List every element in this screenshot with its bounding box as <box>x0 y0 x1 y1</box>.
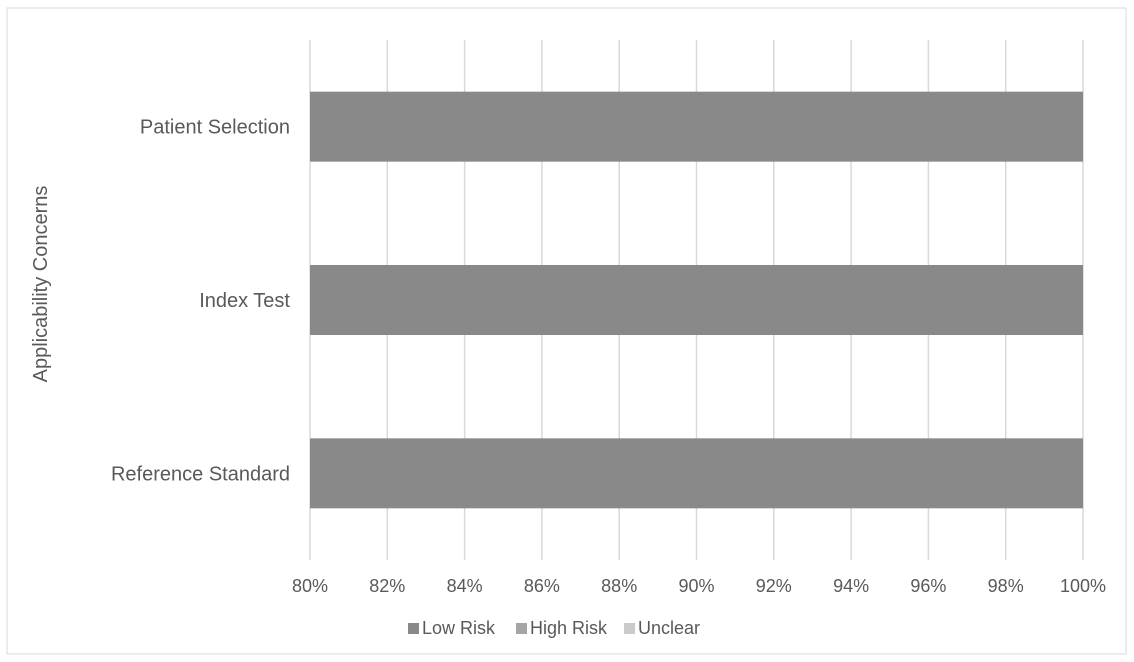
x-tick-label: 80% <box>292 576 328 596</box>
bar-layer <box>310 91 1083 509</box>
x-tick-label: 94% <box>833 576 869 596</box>
x-tick-label: 96% <box>910 576 946 596</box>
bar-patient-selection-low-risk <box>310 91 1083 162</box>
x-tick-labels: 80% 82% 84% 86% 88% 90% 92% 94% 96% 98% 100% <box>292 576 1106 596</box>
x-tick-label: 88% <box>601 576 637 596</box>
x-tick-label: 84% <box>447 576 483 596</box>
category-label-index-test: Index Test <box>199 290 290 312</box>
bar-index-test-low-risk <box>310 265 1083 335</box>
legend-swatch-unclear <box>624 623 635 634</box>
category-labels: Patient Selection Index Test Reference Sta… <box>111 117 290 486</box>
y-axis-title: Applicability Concerns <box>30 186 52 383</box>
category-label-reference-standard: Reference Standard <box>111 463 290 485</box>
x-tick-label: 92% <box>756 576 792 596</box>
x-tick-label: 86% <box>524 576 560 596</box>
legend-label-low-risk: Low Risk <box>422 618 496 638</box>
legend-label-unclear: Unclear <box>638 618 700 638</box>
category-label-patient-selection: Patient Selection <box>140 117 290 139</box>
bar-reference-standard-low-risk <box>310 438 1083 509</box>
x-tick-label: 90% <box>678 576 714 596</box>
x-tick-label: 100% <box>1060 576 1106 596</box>
x-tick-label: 98% <box>988 576 1024 596</box>
legend: Low Risk High Risk Unclear <box>408 618 700 638</box>
legend-swatch-low-risk <box>408 623 419 634</box>
legend-label-high-risk: High Risk <box>530 618 608 638</box>
legend-swatch-high-risk <box>516 623 527 634</box>
x-tick-label: 82% <box>369 576 405 596</box>
